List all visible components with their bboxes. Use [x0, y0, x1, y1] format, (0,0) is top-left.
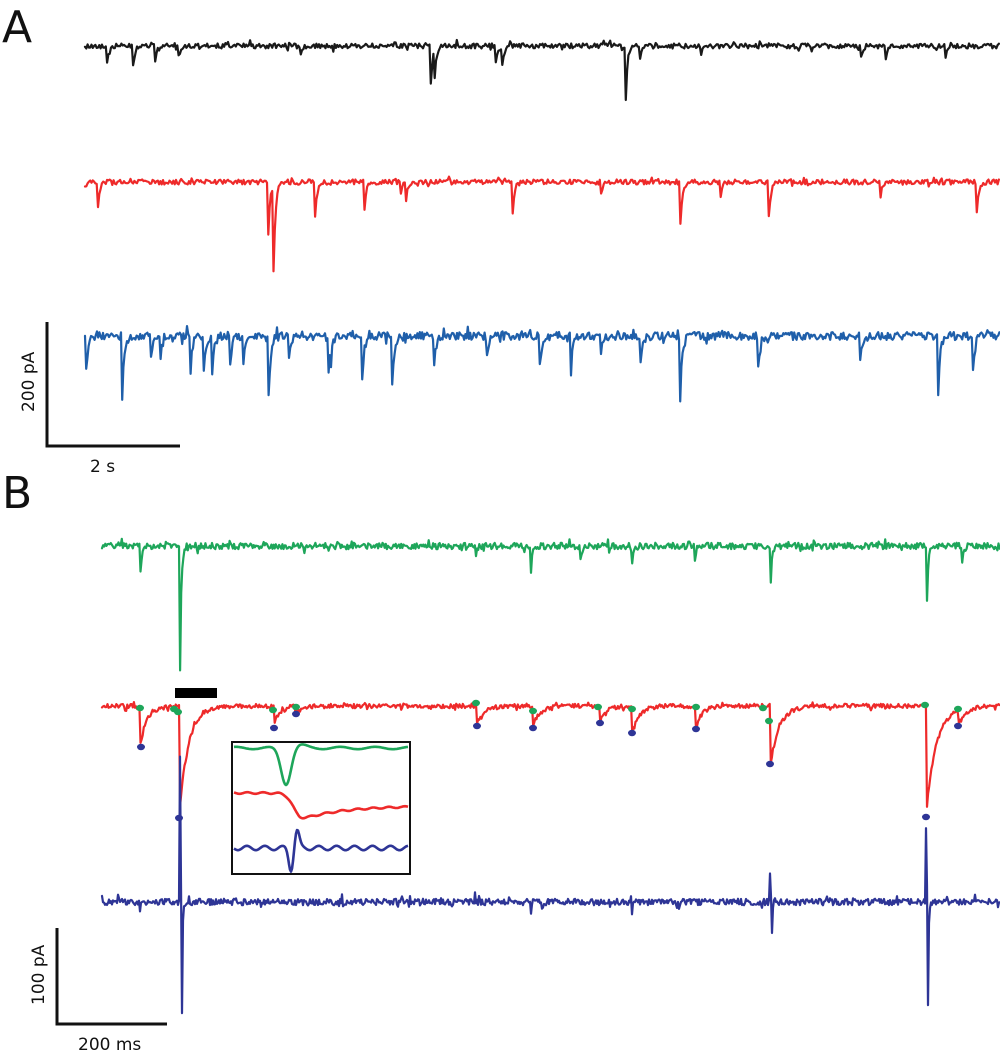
- scale-a-horizontal-label: 2 s: [90, 457, 115, 477]
- event-peak-marker: [692, 725, 700, 733]
- event-onset-marker: [954, 705, 962, 713]
- event-onset-marker: [136, 704, 144, 712]
- scale-b-horizontal-label: 200 ms: [78, 1035, 141, 1055]
- event-onset-marker: [692, 703, 700, 711]
- trace-a-blue: [83, 325, 1000, 403]
- scale-a-vertical-label: 200 pA: [19, 351, 39, 412]
- event-peak-marker: [954, 722, 962, 730]
- inset-trace-red: [233, 790, 409, 820]
- trace-a-red: [83, 175, 1000, 273]
- inset-panel: [231, 741, 411, 875]
- event-peak-marker: [175, 814, 183, 822]
- event-markers: [136, 699, 962, 822]
- event-peak-marker: [766, 760, 774, 768]
- inset-window-bar: [175, 688, 217, 698]
- event-peak-marker: [628, 729, 636, 737]
- event-peak-marker: [270, 724, 278, 732]
- event-onset-marker: [174, 708, 182, 716]
- event-peak-marker: [137, 743, 145, 751]
- event-onset-marker: [594, 703, 602, 711]
- inset-trace-navy: [233, 828, 409, 873]
- event-onset-marker: [292, 703, 300, 711]
- panel-a-label: A: [2, 2, 32, 53]
- event-onset-marker: [921, 701, 929, 709]
- event-peak-marker: [596, 719, 604, 727]
- event-peak-marker: [922, 813, 930, 821]
- event-peak-marker: [529, 724, 537, 732]
- event-peak-marker: [473, 722, 481, 730]
- event-onset-marker: [765, 717, 773, 725]
- event-onset-marker: [759, 704, 767, 712]
- event-onset-marker: [269, 706, 277, 714]
- scale-bar-a: 200 pA 2 s: [19, 322, 180, 477]
- panel-b-label: B: [2, 468, 32, 519]
- event-onset-marker: [472, 699, 480, 707]
- trace-b-red: [100, 701, 1000, 808]
- event-peak-marker: [292, 710, 300, 718]
- trace-b-navy: [100, 755, 1000, 1015]
- trace-b-green: [100, 537, 1000, 672]
- inset-trace-green: [233, 743, 409, 787]
- scale-b-vertical-label: 100 pA: [29, 944, 49, 1005]
- trace-a-black: [83, 38, 1000, 102]
- event-onset-marker: [628, 705, 636, 713]
- event-onset-marker: [529, 707, 537, 715]
- scale-bar-b: 100 pA 200 ms: [29, 928, 167, 1055]
